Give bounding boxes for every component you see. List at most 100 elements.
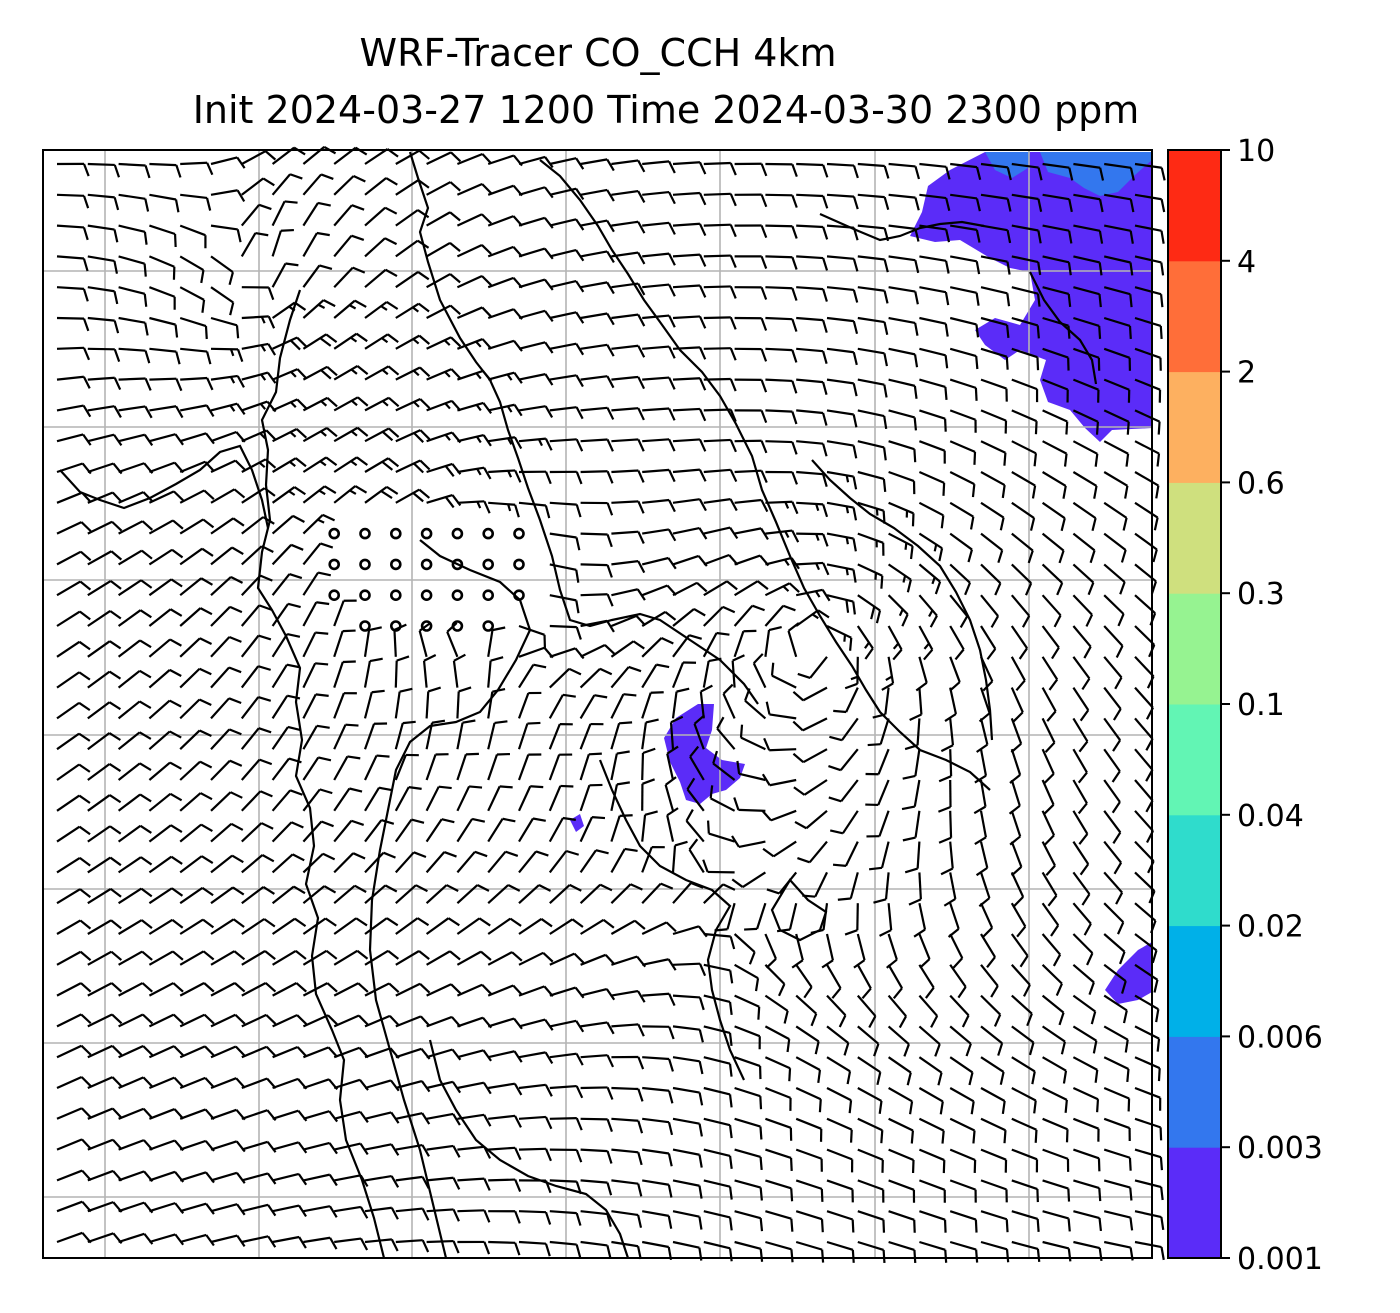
wind-barb-feather — [913, 385, 918, 399]
wind-barb-shaft — [363, 629, 371, 657]
wind-barb-shaft — [1134, 347, 1161, 359]
wind-barb-shaft — [672, 526, 700, 535]
wind-barb-shaft — [808, 840, 828, 864]
wind-barb-shaft — [1134, 779, 1154, 802]
wind-barb-shaft — [241, 315, 269, 320]
wind-barb-shaft — [610, 815, 621, 842]
wind-barb-shaft — [303, 1141, 330, 1151]
wind-barb-shaft — [333, 692, 345, 719]
wind-barb-shaft — [887, 563, 912, 581]
wind-barb-feather — [974, 836, 987, 846]
wind-barb-shaft — [765, 1210, 792, 1220]
wind-barb-shaft — [118, 919, 143, 935]
wind-barb-feather — [203, 982, 215, 993]
wind-barb-shaft — [87, 1169, 114, 1182]
wind-barb-feather — [369, 657, 383, 663]
wind-barb-shaft — [950, 162, 978, 169]
wind-barb-shaft — [418, 630, 428, 658]
wind-barb-feather — [1051, 646, 1060, 660]
wind-barb-feather — [642, 747, 656, 755]
wind-barb-shaft — [979, 718, 989, 745]
wind-barb-shaft — [179, 1139, 207, 1151]
wind-barb-feather — [952, 957, 964, 969]
wind-barb-shaft — [488, 1146, 516, 1151]
wind-barb-shaft — [118, 1013, 144, 1028]
wind-barb-feather — [1116, 921, 1125, 935]
wind-barb-shaft — [210, 636, 231, 658]
wind-barb-feather — [139, 609, 152, 619]
wind-barb-shaft — [179, 855, 203, 874]
wind-barb-shaft — [979, 872, 991, 899]
wind-barb-shaft — [364, 1111, 392, 1120]
wind-barb-shaft — [877, 748, 890, 775]
wind-barb-shaft — [395, 366, 421, 381]
wind-barb-feather — [1015, 679, 1026, 692]
wind-barb-shaft — [826, 224, 855, 229]
wind-barb-shaft — [949, 594, 969, 617]
wind-barb-feather — [171, 887, 184, 897]
wind-barb-shaft — [950, 255, 977, 263]
wind-barb-shaft — [1134, 255, 1162, 264]
wind-barb-shaft — [1103, 686, 1122, 710]
wind-barb-feather — [910, 1130, 915, 1144]
wind-barb-feather — [944, 386, 948, 400]
wind-barb-feather — [661, 636, 674, 645]
wind-barb-shaft — [1134, 224, 1162, 232]
wind-barb-feather — [351, 234, 365, 241]
wind-barb-feather — [726, 580, 738, 591]
wind-barb-feather — [759, 1156, 763, 1171]
wind-barb-shaft — [487, 1050, 515, 1059]
wind-barb-shaft — [949, 501, 974, 518]
wind-barb-feather — [483, 1209, 491, 1223]
wind-barb-feather — [471, 817, 486, 823]
wind-barb-shaft — [641, 556, 669, 566]
wind-barb-feather — [880, 575, 884, 589]
wind-barb-shaft — [426, 368, 452, 381]
wind-barb-shaft — [426, 151, 452, 165]
wind-barb-feather — [698, 1185, 703, 1199]
wind-barb-feather — [667, 528, 677, 542]
wind-barb-feather — [1060, 1041, 1066, 1055]
wind-barb-feather — [263, 487, 276, 497]
wind-barb-feather — [708, 657, 722, 663]
wind-barb-feather — [295, 982, 307, 993]
wind-barb-shaft — [980, 255, 1008, 263]
wind-barb-feather — [201, 547, 214, 557]
wind-barb-shaft — [580, 593, 608, 597]
wind-barb-shaft — [979, 902, 994, 929]
wind-barb-feather — [810, 1013, 818, 1027]
wind-barb-feather — [499, 785, 513, 789]
wind-barb-shaft — [1041, 625, 1060, 649]
wind-barb-feather — [728, 1186, 733, 1200]
wind-barb-shaft — [56, 375, 84, 381]
wind-barb-shaft — [148, 761, 171, 781]
wind-barb-feather — [502, 817, 516, 823]
wind-barb-feather — [229, 348, 235, 357]
wind-barb-feather — [606, 620, 615, 633]
wind-barb-feather — [698, 192, 707, 206]
wind-barb-shaft — [752, 662, 767, 689]
wind-barb-feather — [113, 197, 120, 211]
wind-barb-feather — [892, 648, 903, 661]
wind-barb-feather — [666, 745, 679, 755]
wind-barb-feather — [759, 1248, 764, 1262]
wind-barb-shaft — [734, 1148, 761, 1159]
wind-barb-shaft — [765, 347, 793, 352]
wind-barb-shaft — [549, 248, 577, 258]
wind-barb-shaft — [703, 438, 731, 443]
wind-barb-feather — [113, 434, 123, 447]
wind-barb-shaft — [672, 1117, 700, 1125]
wind-barb-shaft — [241, 1140, 268, 1151]
wind-barb-feather — [944, 292, 950, 306]
wind-barb-feather — [882, 1219, 886, 1233]
wind-barb-shaft — [641, 584, 668, 597]
wind-barb-shaft — [611, 220, 639, 227]
wind-barb-feather — [1077, 771, 1088, 784]
wind-barb-shaft — [87, 794, 111, 812]
wind-barb-shaft — [426, 1239, 454, 1244]
wind-barb-feather — [791, 471, 798, 485]
wind-barb-shaft — [580, 406, 608, 412]
wind-barb-feather — [757, 1006, 761, 1020]
wind-barb-shaft — [1042, 1179, 1069, 1190]
